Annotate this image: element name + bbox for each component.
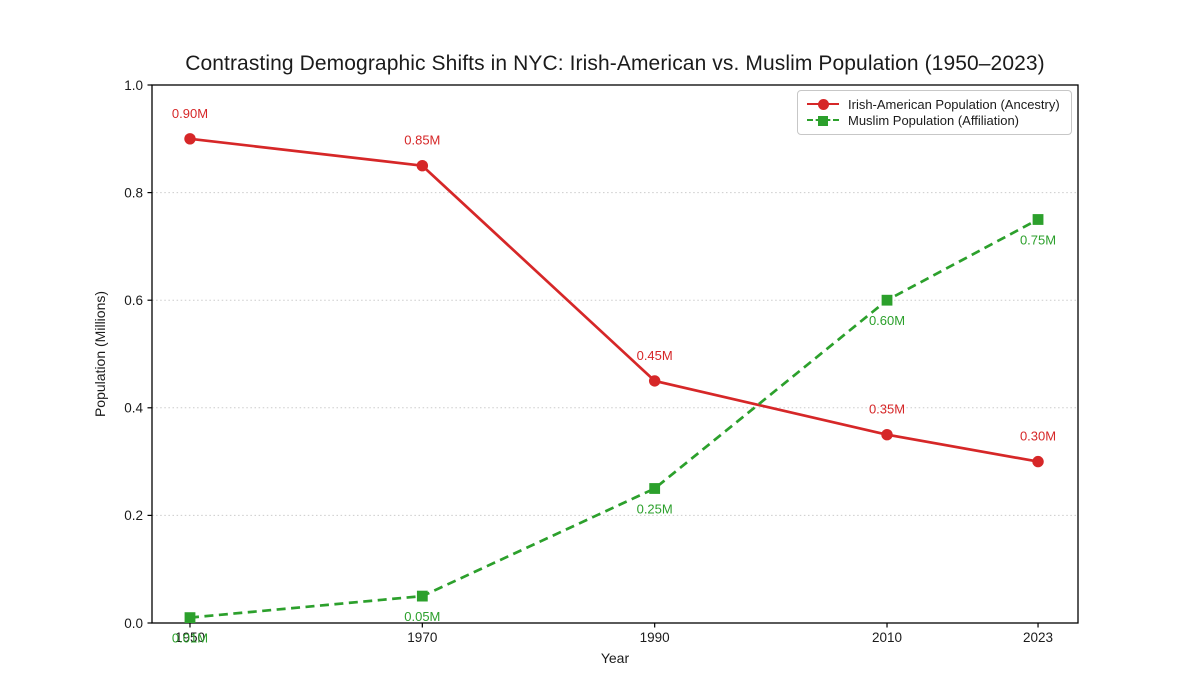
data-point-marker [648,375,661,387]
data-point-marker [416,160,429,172]
data-point-label: 0.01M [172,631,208,646]
series-line [189,218,1039,619]
axes-box [151,84,1079,624]
x-axis-label: Year [600,650,630,666]
chart-title: Contrasting Demographic Shifts in NYC: I… [185,52,1045,75]
data-point-marker [184,133,196,145]
legend: Irish-American Population (Ancestry) Mus… [797,90,1072,135]
legend-item-muslim: Muslim Population (Affiliation) [807,114,1062,127]
data-point-marker [1032,455,1044,468]
series-irish-american: 0.90M 0.85M 0.45M 0.35M 0.30M [172,106,1056,468]
y-tick-label: 0.2 [124,508,143,523]
x-axis-ticks: 1950 1970 1990 2010 2023 [175,623,1053,645]
y-tick-label: 0.6 [124,293,143,308]
data-point-label: 0.35M [869,402,905,417]
data-point-marker [881,294,893,306]
data-point-label: 0.85M [404,133,440,148]
gridlines [152,192,1078,516]
data-point-marker [1032,214,1044,225]
x-tick-label: 2010 [872,630,902,645]
x-tick-label: 1950 [175,630,205,645]
x-tick-label: 1970 [407,630,437,645]
y-tick-label: 0.0 [124,616,143,631]
legend-green-dashed-square-icon [807,114,839,127]
x-tick-label: 1990 [640,630,670,645]
data-point-label: 0.45M [637,348,673,363]
data-point-marker [649,483,661,494]
data-point-label: 0.60M [869,313,905,328]
data-point-marker [184,612,196,624]
y-tick-label: 0.4 [124,401,143,416]
data-point-label: 0.05M [404,609,440,624]
legend-item-irish-american: Irish-American Population (Ancestry) [807,98,1062,111]
data-point-marker [416,590,428,602]
data-point-label: 0.30M [1020,429,1056,444]
x-tick-label: 2023 [1023,630,1053,645]
y-tick-label: 0.8 [124,185,143,200]
legend-label-muslim: Muslim Population (Affiliation) [848,113,1019,129]
data-point-label: 0.25M [637,502,673,517]
data-point-label: 0.90M [172,106,208,121]
y-tick-label: 1.0 [124,78,143,93]
data-point-marker [881,429,893,441]
data-point-label: 0.75M [1020,233,1056,248]
series-muslim: 0.01M 0.05M 0.25M 0.60M 0.75M [172,214,1056,646]
legend-label-irish-american: Irish-American Population (Ancestry) [848,96,1060,112]
y-axis-label: Population (Millions) [92,290,108,418]
y-axis-ticks: 0.0 0.2 0.4 0.6 0.8 1.0 [124,78,152,631]
legend-red-line-circle-icon [807,98,839,111]
